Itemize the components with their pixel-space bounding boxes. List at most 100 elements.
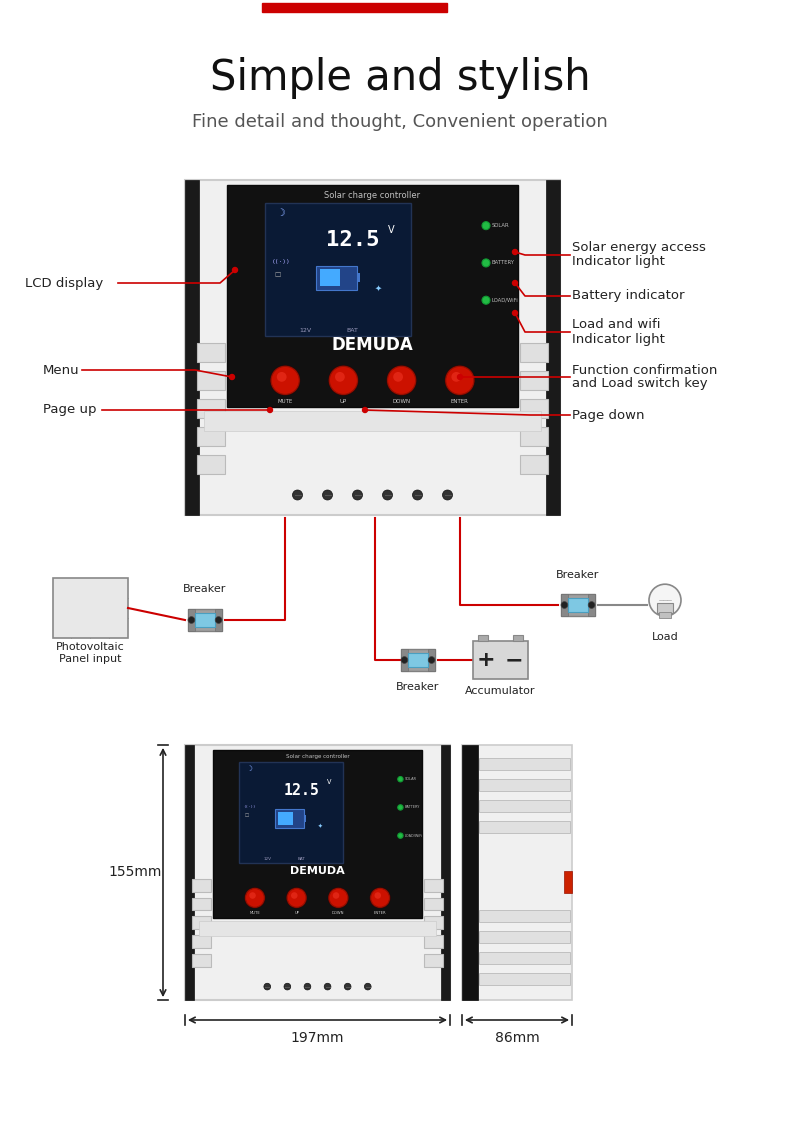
Text: ((·)): ((·)) (272, 259, 290, 264)
Text: Breaker: Breaker (183, 584, 226, 594)
Text: Page up: Page up (43, 404, 97, 416)
Text: ✦: ✦ (375, 284, 382, 292)
Bar (478, 634, 487, 641)
Text: Breaker: Breaker (396, 682, 440, 692)
Text: 155mm: 155mm (108, 865, 162, 880)
Bar (275, 809, 304, 828)
Circle shape (324, 983, 331, 990)
Text: 12.5: 12.5 (326, 231, 379, 250)
Text: DEMUDA: DEMUDA (332, 336, 414, 354)
Circle shape (398, 776, 403, 782)
Circle shape (333, 892, 339, 899)
Circle shape (250, 892, 256, 899)
Circle shape (277, 372, 286, 381)
Text: −: − (505, 650, 523, 670)
Bar (197, 371, 225, 390)
Text: Photovoltaic: Photovoltaic (56, 642, 124, 652)
Circle shape (442, 490, 453, 500)
Text: Fine detail and thought, Convenient operation: Fine detail and thought, Convenient oper… (192, 112, 608, 130)
Bar (428, 649, 435, 670)
Bar (401, 649, 435, 670)
Circle shape (458, 375, 462, 379)
Circle shape (451, 372, 462, 381)
Bar (424, 954, 442, 966)
Bar (192, 879, 211, 891)
Text: SOLAR: SOLAR (492, 223, 510, 228)
Text: Page down: Page down (572, 408, 645, 422)
Bar (213, 750, 422, 918)
Text: Battery indicator: Battery indicator (572, 289, 685, 303)
Text: +: + (477, 650, 495, 670)
Bar (561, 594, 595, 616)
Circle shape (335, 372, 345, 381)
Circle shape (328, 888, 349, 908)
Bar (185, 745, 194, 1000)
Bar (316, 266, 357, 289)
Text: ENTER: ENTER (451, 399, 469, 404)
Bar (520, 428, 548, 447)
Bar (238, 762, 343, 863)
Text: SOLAR: SOLAR (405, 777, 417, 781)
Bar (520, 399, 548, 418)
Bar (401, 649, 408, 670)
Bar (185, 180, 199, 515)
Text: V: V (327, 780, 332, 785)
Circle shape (413, 490, 422, 500)
Circle shape (233, 268, 238, 272)
Text: BAT: BAT (346, 328, 358, 333)
Bar (192, 935, 211, 947)
Circle shape (287, 889, 306, 907)
Text: Indicator light: Indicator light (572, 255, 665, 269)
Bar (479, 910, 570, 922)
Circle shape (188, 616, 195, 623)
Bar (441, 745, 450, 1000)
Bar (479, 778, 570, 791)
Text: and Load switch key: and Load switch key (572, 378, 708, 390)
Circle shape (445, 366, 475, 395)
Bar (197, 399, 225, 418)
Circle shape (482, 259, 490, 267)
Bar (197, 456, 225, 475)
Circle shape (394, 372, 403, 381)
Bar (479, 952, 570, 964)
Text: UP: UP (340, 399, 347, 404)
Text: ☐: ☐ (245, 813, 249, 818)
Bar (53, 578, 127, 638)
Circle shape (322, 490, 333, 500)
Bar (479, 800, 570, 812)
Circle shape (382, 490, 393, 500)
Bar (262, 3, 447, 12)
Circle shape (370, 888, 390, 908)
Bar (265, 202, 410, 336)
Bar (215, 609, 222, 631)
Text: LCD display: LCD display (25, 277, 103, 289)
Text: DEMUDA: DEMUDA (290, 866, 345, 876)
Circle shape (401, 657, 408, 664)
Circle shape (561, 602, 568, 609)
Circle shape (428, 657, 435, 664)
Text: DOWN: DOWN (332, 910, 345, 915)
Bar (479, 932, 570, 943)
Circle shape (267, 407, 273, 413)
Bar (462, 745, 572, 1000)
Circle shape (291, 892, 298, 899)
Bar (278, 812, 293, 825)
Bar (546, 180, 560, 515)
Text: ((·)): ((·)) (243, 806, 256, 809)
Text: Accumulator: Accumulator (465, 686, 535, 696)
Text: Indicator light: Indicator light (572, 333, 665, 345)
Text: Panel input: Panel input (58, 654, 122, 664)
Text: 197mm: 197mm (290, 1030, 344, 1045)
Circle shape (328, 366, 358, 395)
Text: BAT: BAT (298, 857, 305, 861)
Text: 86mm: 86mm (494, 1030, 539, 1045)
Bar (192, 954, 211, 966)
Circle shape (374, 892, 381, 899)
Bar (185, 180, 560, 515)
Text: 12V: 12V (300, 328, 312, 333)
Circle shape (344, 983, 351, 990)
Circle shape (245, 888, 266, 908)
Bar (513, 634, 522, 641)
Circle shape (270, 366, 300, 395)
Bar (424, 898, 442, 910)
